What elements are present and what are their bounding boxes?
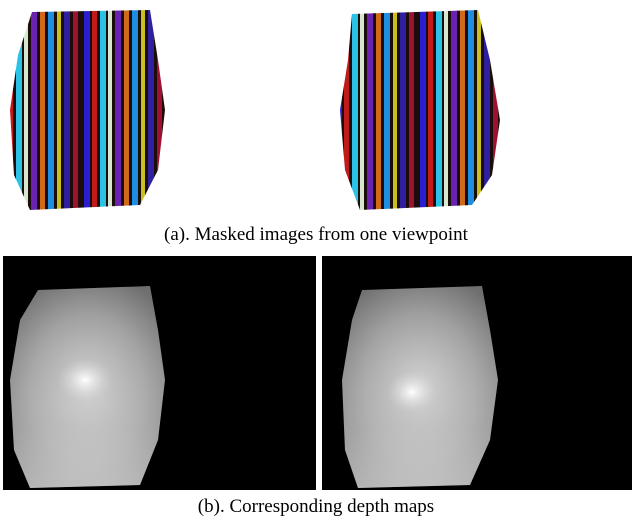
- nose: [386, 370, 438, 414]
- figure: (a). Masked images from one viewpoint (b…: [0, 0, 633, 521]
- masked-image: [340, 10, 500, 210]
- caption: (b). Corresponding depth maps: [198, 496, 434, 517]
- nose: [57, 358, 113, 402]
- caption: (a). Masked images from one viewpoint: [164, 224, 469, 245]
- masked-image: [10, 10, 165, 210]
